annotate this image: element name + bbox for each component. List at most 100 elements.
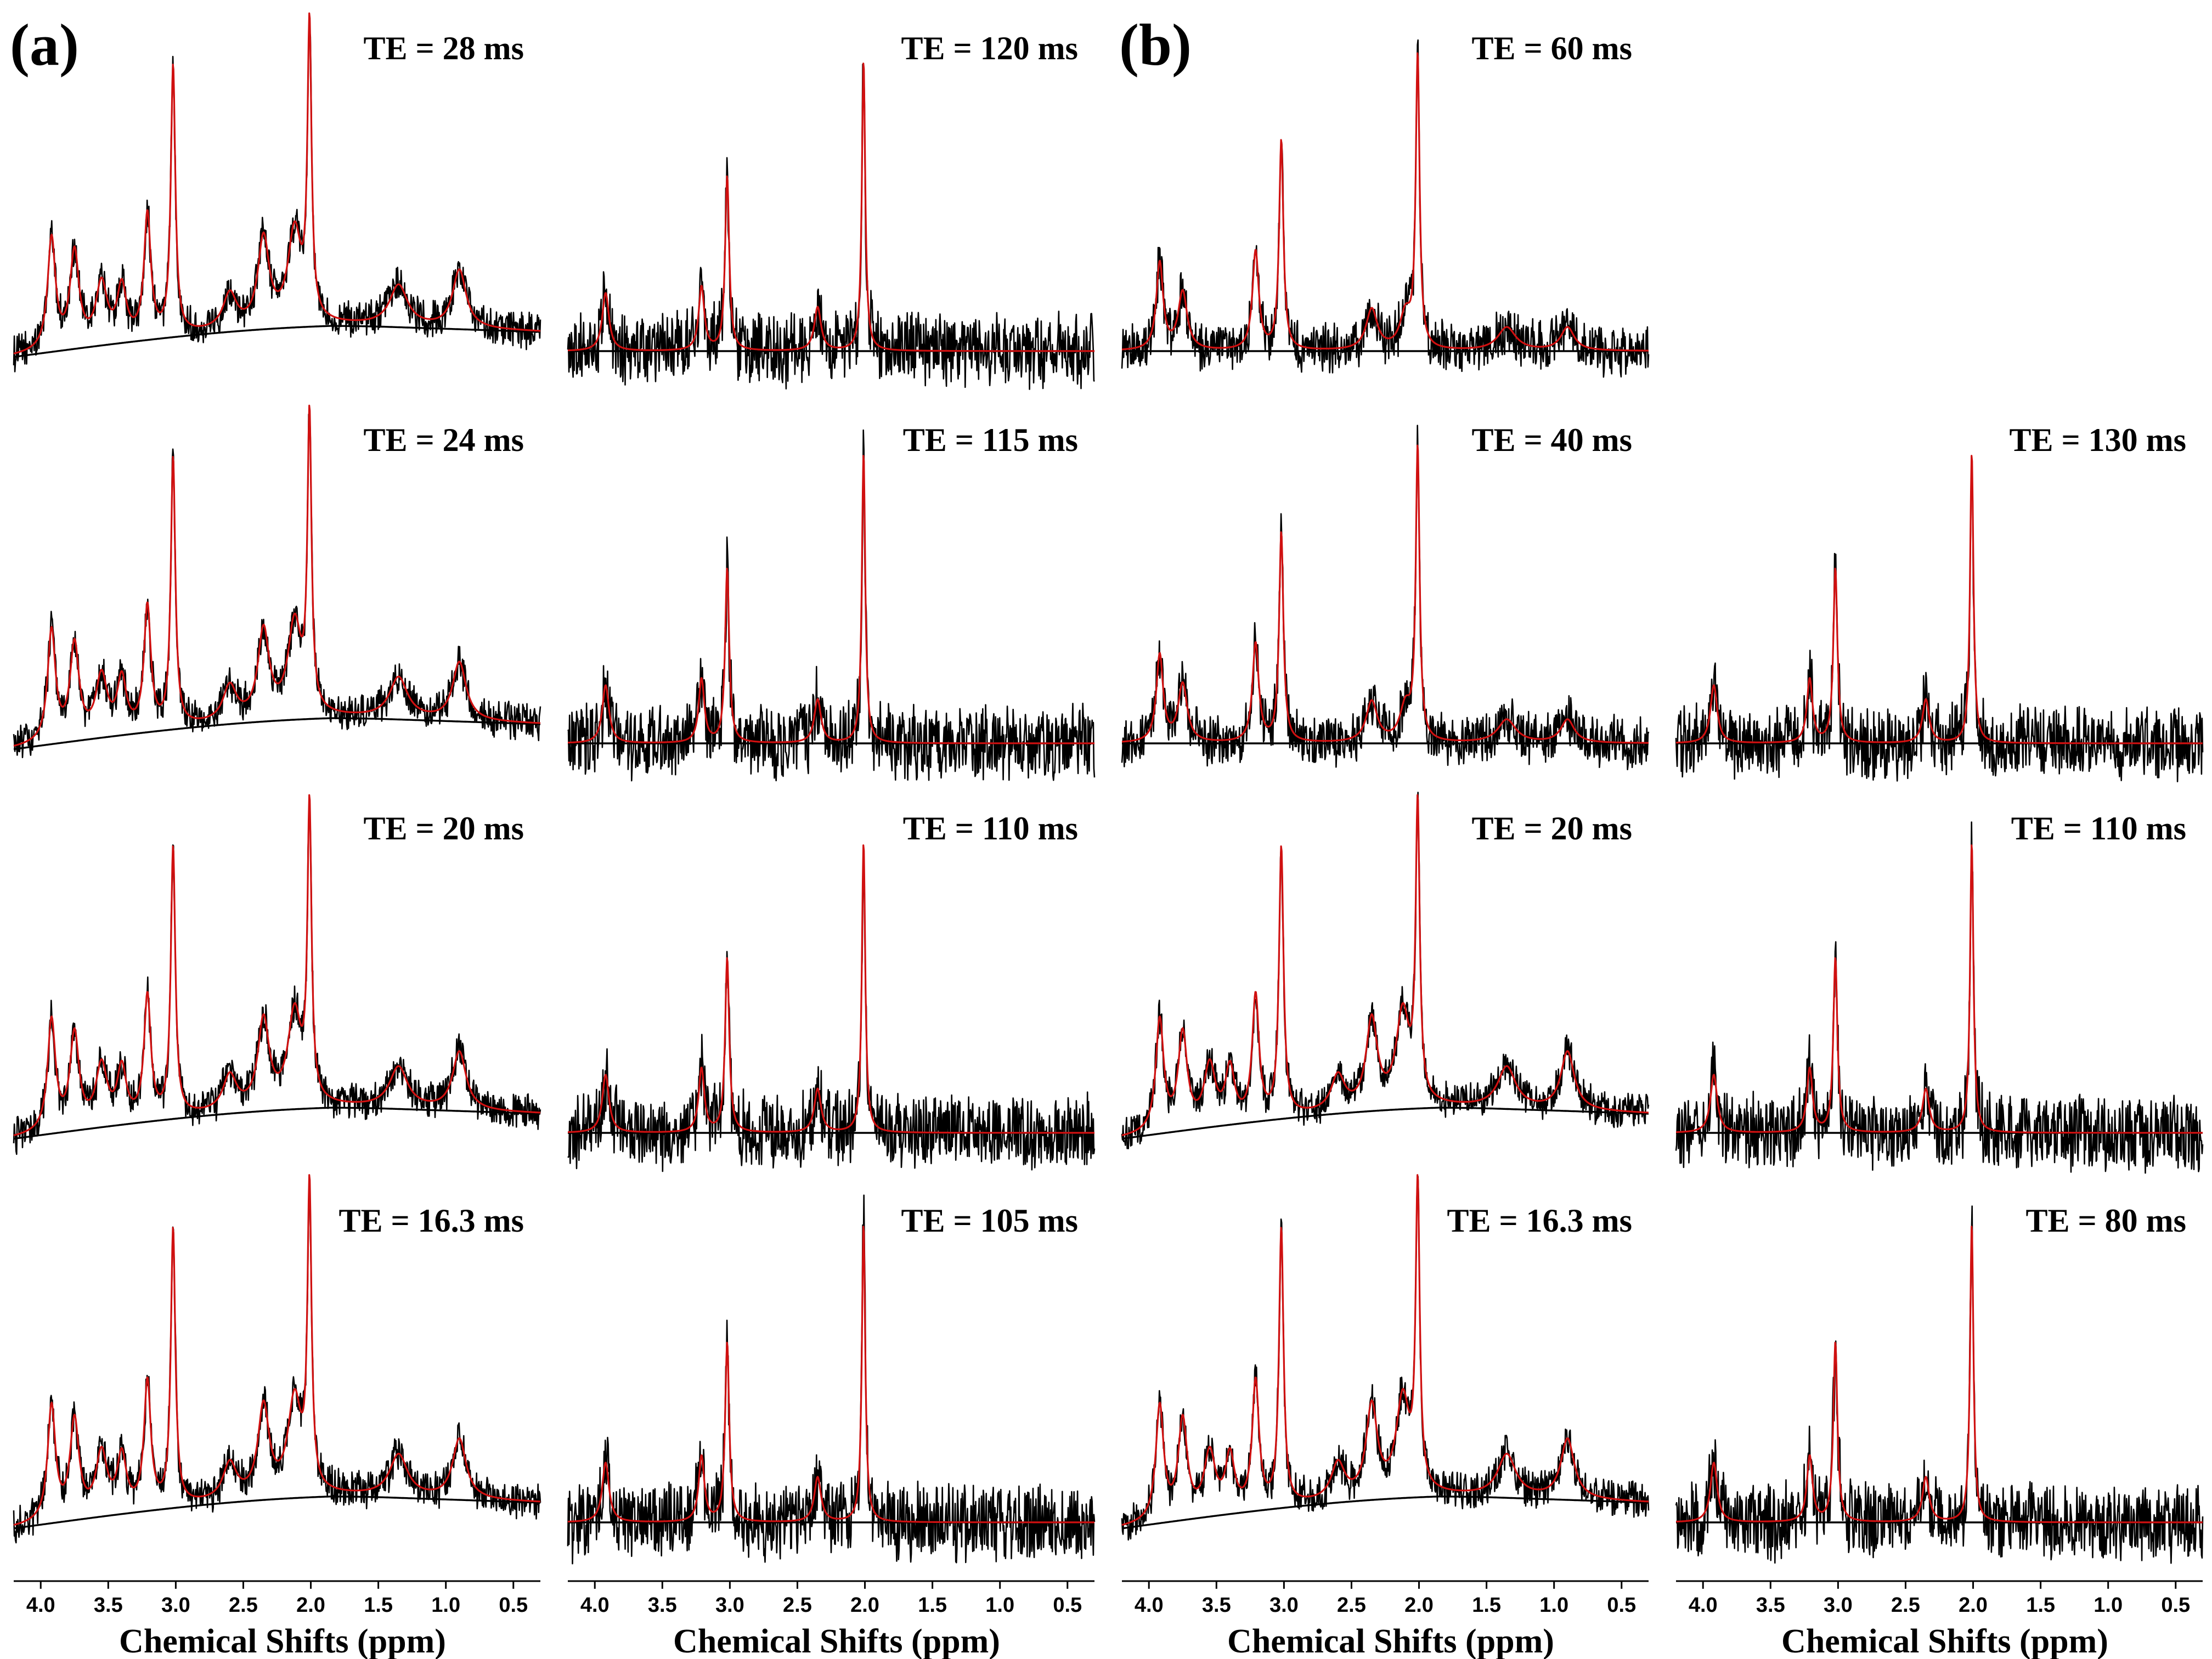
spectrum-line (1675, 821, 2204, 1174)
x-tick-label: 1.0 (431, 1594, 460, 1617)
x-axis-col-1: 4.0 3.5 3.0 2.5 2.0 1.5 1.0 0.5 Chemical Shifts … (14, 1580, 540, 1659)
spectrum-line (1675, 455, 2204, 782)
x-tick-label: 1.5 (918, 1594, 947, 1617)
subplot-a-c2-r3: TE = 110 ms (567, 810, 1096, 1172)
x-tick-label: 4.0 (1135, 1594, 1164, 1617)
x-tick-label: 4.0 (1689, 1594, 1718, 1617)
x-tick-label: 2.5 (783, 1594, 812, 1617)
spectrum-line (1121, 425, 1650, 770)
subplot-a-c1-r1: TE = 28 ms (13, 12, 541, 373)
x-axis-title: Chemical Shifts (ppm) (119, 1623, 446, 1659)
te-label: TE = 20 ms (363, 810, 524, 847)
x-tick-label: 2.0 (1959, 1594, 1988, 1617)
te-label: TE = 28 ms (363, 30, 524, 66)
x-tick-label: 2.0 (1404, 1594, 1434, 1617)
x-tick-label: 1.0 (2094, 1594, 2123, 1617)
x-tick-label: 3.5 (1756, 1594, 1785, 1617)
x-tick-label: 4.0 (580, 1594, 610, 1617)
te-label: TE = 110 ms (2011, 810, 2186, 847)
subplot-b-c4-r2: TE = 130 ms (1675, 422, 2204, 782)
baseline-curve (1121, 1496, 1649, 1530)
fit-line (13, 794, 541, 1137)
fit-line (567, 1226, 1095, 1523)
x-tick-label: 1.5 (1472, 1594, 1501, 1617)
te-label: TE = 110 ms (903, 810, 1078, 847)
spectrum-line (567, 64, 1095, 390)
te-label: TE = 120 ms (901, 30, 1078, 66)
fit-line (567, 63, 1095, 352)
x-tick-label: 3.5 (94, 1594, 123, 1617)
spectrum-line (1121, 39, 1650, 378)
spectrum-line (13, 797, 541, 1155)
x-tick-label: 1.0 (1539, 1594, 1568, 1617)
fit-line (13, 1174, 541, 1526)
x-tick-label: 3.0 (715, 1594, 744, 1617)
subplot-a-c1-r3: TE = 20 ms (13, 794, 541, 1155)
x-tick-label: 3.5 (1202, 1594, 1231, 1617)
baseline-curve (1121, 1107, 1649, 1140)
x-axis-title: Chemical Shifts (ppm) (1781, 1623, 2108, 1659)
x-tick-label: 3.0 (1824, 1594, 1853, 1617)
baseline-curve (13, 1496, 540, 1530)
x-tick-label: 0.5 (1053, 1594, 1082, 1617)
x-tick-label: 0.5 (1607, 1594, 1636, 1617)
te-label: TE = 40 ms (1471, 422, 1632, 458)
x-tick-label: 1.0 (985, 1594, 1014, 1617)
spectrum-line (13, 20, 541, 373)
fit-line (1121, 52, 1649, 352)
fit-line (1121, 444, 1649, 744)
spectrum-line (567, 861, 1096, 1172)
x-axis-title: Chemical Shifts (ppm) (673, 1623, 1000, 1659)
subplot-b-c3-r1: TE = 60 ms (1121, 30, 1650, 378)
subplot-b-c4-r4: TE = 80 ms (1675, 1203, 2204, 1564)
subplot-a-c2-r1: TE = 120 ms (567, 30, 1095, 390)
fit-line (1675, 1226, 2203, 1523)
spectrum-line (1121, 1176, 1650, 1541)
x-axes: 4.0 3.5 3.0 2.5 2.0 1.5 1.0 0.5 Chemical Shifts … (14, 1580, 2203, 1659)
x-tick-label: 4.0 (26, 1594, 55, 1617)
baseline-curve (13, 717, 540, 751)
fit-line (1121, 1174, 1649, 1526)
subplot-b-c4-r3: TE = 110 ms (1675, 810, 2204, 1174)
te-label: TE = 16.3 ms (338, 1203, 524, 1239)
x-tick-label: 2.5 (1337, 1594, 1366, 1617)
fit-line (1675, 844, 2203, 1134)
te-label: TE = 80 ms (2025, 1203, 2186, 1239)
x-tick-label: 0.5 (499, 1594, 528, 1617)
x-tick-label: 3.5 (648, 1594, 677, 1617)
te-label: TE = 20 ms (1471, 810, 1632, 847)
te-label: TE = 16.3 ms (1447, 1203, 1632, 1239)
te-label: TE = 115 ms (903, 422, 1078, 458)
fit-line (1675, 455, 2203, 744)
te-label: TE = 24 ms (363, 422, 524, 458)
x-axis-col-3: 4.0 3.5 3.0 2.5 2.0 1.5 1.0 0.5 Chemical Shifts … (1122, 1580, 1649, 1659)
fit-line (13, 404, 541, 747)
subplot-b-c3-r2: TE = 40 ms (1121, 422, 1650, 770)
x-axis-col-4: 4.0 3.5 3.0 2.5 2.0 1.5 1.0 0.5 Chemical Shifts … (1676, 1580, 2203, 1659)
subplot-b-c3-r4: TE = 16.3 ms (1121, 1174, 1650, 1541)
subplot-b-c3-r3: TE = 20 ms (1121, 792, 1650, 1149)
x-tick-label: 1.5 (364, 1594, 393, 1617)
fit-line (567, 455, 1095, 744)
spectrum-line (1675, 1205, 2204, 1564)
subplot-grid: TE = 28 ms TE = 24 ms TE = 20 ms TE = 16.3 … (13, 12, 2204, 1565)
x-tick-label: 1.5 (2026, 1594, 2055, 1617)
panel-label-b: (b) (1119, 13, 1192, 78)
te-label: TE = 60 ms (1471, 30, 1632, 66)
x-tick-label: 2.5 (229, 1594, 258, 1617)
baseline-curve (13, 1107, 540, 1140)
x-axis-col-2: 4.0 3.5 3.0 2.5 2.0 1.5 1.0 0.5 Chemical Shifts … (568, 1580, 1094, 1659)
fit-line (567, 844, 1095, 1134)
subplot-a-c2-r2: TE = 115 ms (567, 422, 1096, 782)
x-tick-label: 2.0 (296, 1594, 325, 1617)
x-tick-label: 0.5 (2161, 1594, 2190, 1617)
te-label: TE = 130 ms (2009, 422, 2186, 458)
baseline-curve (13, 325, 540, 358)
panel-label-a: (a) (10, 13, 79, 78)
spectrum-line (567, 1194, 1096, 1565)
subplot-a-c2-r4: TE = 105 ms (567, 1194, 1096, 1565)
subplot-a-c1-r4: TE = 16.3 ms (13, 1174, 541, 1544)
fit-line (1121, 794, 1649, 1137)
x-tick-label: 3.0 (1269, 1594, 1299, 1617)
